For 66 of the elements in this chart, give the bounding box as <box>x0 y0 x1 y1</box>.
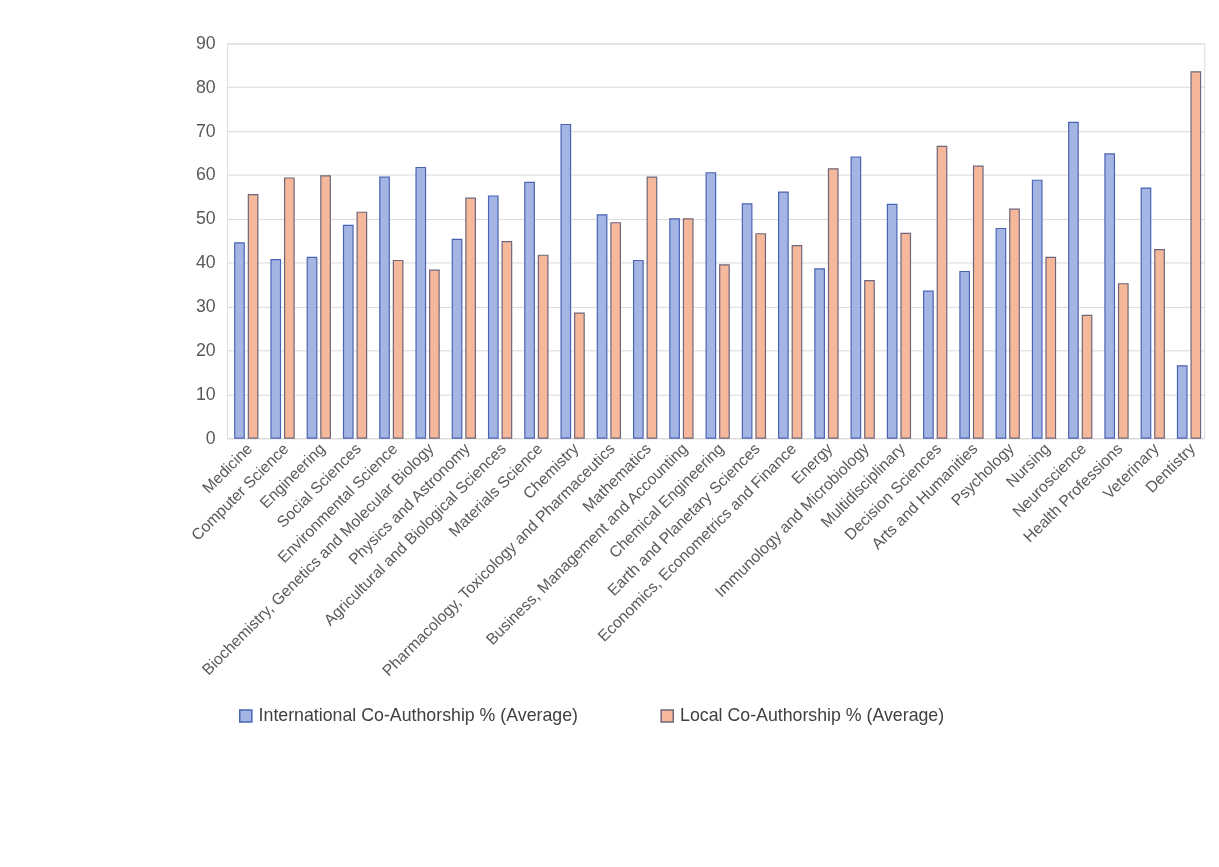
bar <box>995 227 1007 439</box>
bar <box>900 232 912 439</box>
bar <box>1045 256 1057 439</box>
bar <box>501 241 513 439</box>
bar <box>705 172 717 439</box>
y-tick-label: 30 <box>195 295 216 316</box>
bar <box>959 270 971 439</box>
bar <box>1154 248 1165 439</box>
y-tick-label: 70 <box>195 120 216 141</box>
bar <box>596 214 608 439</box>
bar <box>342 224 354 439</box>
bar <box>247 194 259 439</box>
bar <box>451 238 463 439</box>
bar <box>1009 208 1020 439</box>
bar <box>682 218 694 439</box>
bar <box>814 268 825 439</box>
bar <box>719 264 730 439</box>
bar <box>487 195 499 439</box>
bar <box>755 233 767 439</box>
bar <box>320 175 331 439</box>
bar <box>524 181 535 439</box>
bar <box>850 156 862 439</box>
bar <box>778 191 789 439</box>
bar <box>537 254 549 439</box>
y-tick-label: 90 <box>195 32 216 53</box>
bar <box>646 176 658 439</box>
bar <box>392 259 404 439</box>
y-tick-label: 10 <box>195 383 216 404</box>
bar <box>972 165 984 439</box>
bar <box>791 245 803 439</box>
bar <box>560 123 572 439</box>
bar <box>1117 283 1129 439</box>
bar <box>936 145 948 439</box>
bar <box>632 259 644 439</box>
bar <box>1140 187 1152 439</box>
bar <box>465 197 476 439</box>
legend-label: Local Co-Authorship % (Average) <box>680 704 945 725</box>
bar <box>886 203 898 439</box>
y-tick-label: 40 <box>195 252 216 273</box>
bar <box>1068 121 1079 439</box>
bar <box>827 168 839 439</box>
bar <box>429 269 440 439</box>
bar <box>923 290 934 439</box>
bar <box>610 222 622 439</box>
y-tick-label: 50 <box>195 208 216 229</box>
y-tick-label: 0 <box>205 427 216 448</box>
y-tick-label: 60 <box>195 164 216 185</box>
legend-label: International Co-Authorship % (Average) <box>258 704 578 725</box>
bar <box>669 218 680 439</box>
bar <box>1031 179 1043 439</box>
bar <box>574 312 585 439</box>
bar <box>1104 153 1116 439</box>
bar <box>356 211 368 439</box>
bar <box>234 242 245 439</box>
bar <box>270 259 282 439</box>
bar <box>1190 71 1202 439</box>
bar <box>379 176 390 439</box>
bar <box>1081 314 1093 439</box>
y-tick-label: 80 <box>195 76 216 97</box>
bar <box>306 256 318 439</box>
bar <box>415 166 427 439</box>
bar <box>864 280 875 439</box>
bar <box>741 203 753 439</box>
y-tick-label: 20 <box>195 339 216 360</box>
bar <box>283 177 295 439</box>
bar <box>1176 365 1188 439</box>
